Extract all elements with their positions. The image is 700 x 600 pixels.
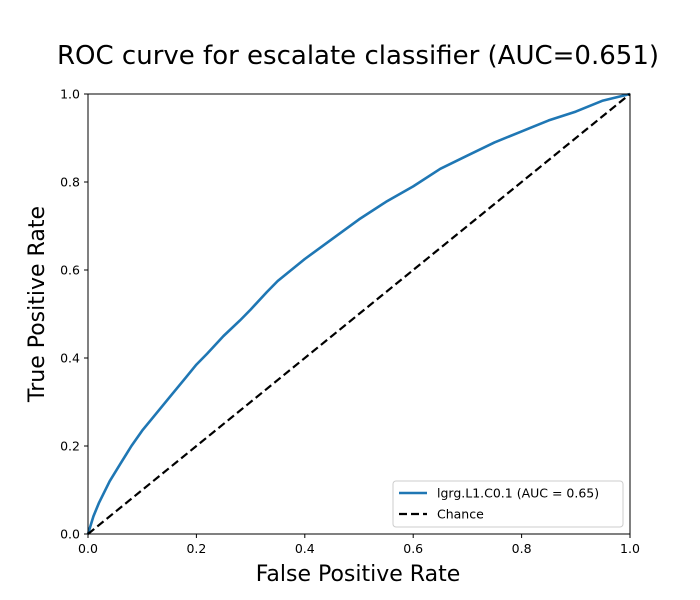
x-tick-label: 0.4 [295, 541, 315, 556]
y-tick-label: 0.6 [60, 263, 80, 278]
plot-area [86, 92, 631, 535]
x-tick-label: 0.8 [512, 541, 532, 556]
x-tick-label: 0.0 [78, 541, 98, 556]
y-axis-label: True Positive Rate [25, 206, 50, 403]
chart-title: ROC curve for escalate classifier (AUC=0… [57, 41, 659, 71]
legend: lgrg.L1.C0.1 (AUC = 0.65) Chance [392, 480, 624, 528]
y-tick-label: 0.0 [60, 527, 80, 542]
x-axis-label: False Positive Rate [256, 562, 460, 587]
x-tick-label: 0.6 [403, 541, 423, 556]
plot-frame [87, 93, 631, 535]
x-tick-label: 0.2 [186, 541, 206, 556]
legend-label: Chance [437, 507, 484, 522]
chance-line [87, 93, 631, 535]
y-tick-label: 1.0 [60, 87, 80, 102]
y-tick-label: 0.8 [60, 175, 80, 190]
x-tick-label: 1.0 [620, 541, 640, 556]
y-tick-label: 0.4 [60, 351, 80, 366]
axis-ticks: 0.0 0.2 0.4 0.6 0.8 1.0 0.0 0.2 0.4 0.6 0.8 1.0 [60, 87, 640, 557]
y-tick-label: 0.2 [60, 439, 80, 454]
legend-box [392, 480, 624, 528]
legend-label: lgrg.L1.C0.1 (AUC = 0.65) [437, 486, 599, 501]
roc-curve-line [86, 92, 631, 535]
